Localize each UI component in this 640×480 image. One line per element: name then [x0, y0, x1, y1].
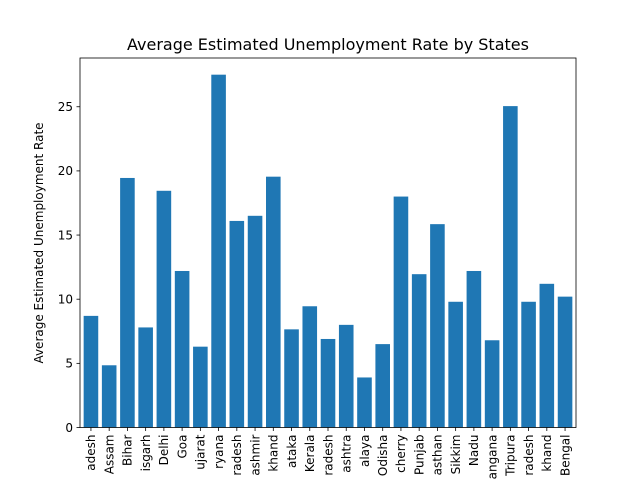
x-tick-label: Delhi [157, 435, 171, 466]
y-tick-label: 5 [65, 357, 73, 371]
x-tick-label: ataka [285, 435, 299, 469]
x-tick-label: Odisha [376, 435, 390, 477]
y-tick-label: 0 [65, 421, 73, 435]
bar [174, 270, 190, 428]
x-tick-label: ujarat [194, 434, 208, 470]
x-tick-label: Sikkim [449, 435, 463, 475]
bar [156, 190, 172, 428]
x-tick-label: khand [540, 435, 554, 472]
x-tick-label: khand [267, 435, 281, 472]
bar [284, 329, 299, 428]
bars-group [83, 74, 573, 428]
plot-frame [79, 57, 577, 428]
bar [521, 301, 536, 428]
x-tick-label: asthan [431, 435, 445, 476]
bar [557, 296, 573, 428]
bar [193, 346, 208, 428]
y-tick-label: 15 [58, 228, 73, 242]
bar [120, 177, 135, 428]
bar [375, 344, 390, 428]
x-tick-label: Assam [102, 435, 116, 475]
x-tick-label: radesh [321, 435, 335, 476]
x-tick-label: ryana [212, 435, 226, 469]
bar [302, 306, 318, 428]
x-tick-label: Kerala [303, 435, 317, 473]
bar [83, 315, 99, 428]
bar [211, 74, 226, 428]
x-tick-label: Punjab [412, 435, 426, 476]
bar [503, 106, 518, 428]
x-tick-label: isgarh [139, 435, 153, 472]
x-tick-label: Goa [175, 435, 189, 459]
y-axis-label: Average Estimated Unemployment Rate [32, 122, 46, 363]
bar [247, 215, 263, 428]
y-tick-label: 20 [58, 164, 73, 178]
y-axis: 0 5 10 15 20 25 [58, 100, 80, 435]
x-tick-label: angana [485, 435, 499, 480]
x-tick-label: alaya [358, 435, 372, 468]
bar [484, 340, 500, 428]
bar [266, 176, 281, 428]
x-tick-label: Bengal [558, 435, 572, 477]
bar [357, 377, 372, 428]
bar [411, 274, 427, 428]
x-tick-label: adesh [84, 435, 98, 471]
bar [539, 283, 555, 428]
bar [393, 196, 409, 428]
bar [466, 270, 482, 428]
x-axis: adesh Assam Bihar isgarh Delhi Goa ujarat ryana… [84, 427, 572, 480]
x-tick-label: radesh [522, 435, 536, 476]
bar [430, 224, 445, 428]
bar [229, 220, 245, 428]
bar [101, 365, 117, 428]
x-tick-label: Bihar [121, 434, 135, 466]
x-tick-label: Tripura [504, 435, 518, 477]
bar [448, 301, 463, 428]
x-tick-label: ashtra [340, 435, 354, 473]
x-tick-label: ashmir [248, 434, 262, 475]
bar [320, 338, 336, 428]
x-tick-label: radesh [230, 435, 244, 476]
chart-title: Average Estimated Unemployment Rate by S… [127, 35, 529, 54]
bar [138, 327, 153, 428]
x-tick-label: cherry [394, 435, 408, 473]
y-tick-label: 10 [58, 293, 73, 307]
x-tick-label: Nadu [467, 435, 481, 467]
y-tick-label: 25 [58, 100, 73, 114]
bar [338, 324, 354, 428]
